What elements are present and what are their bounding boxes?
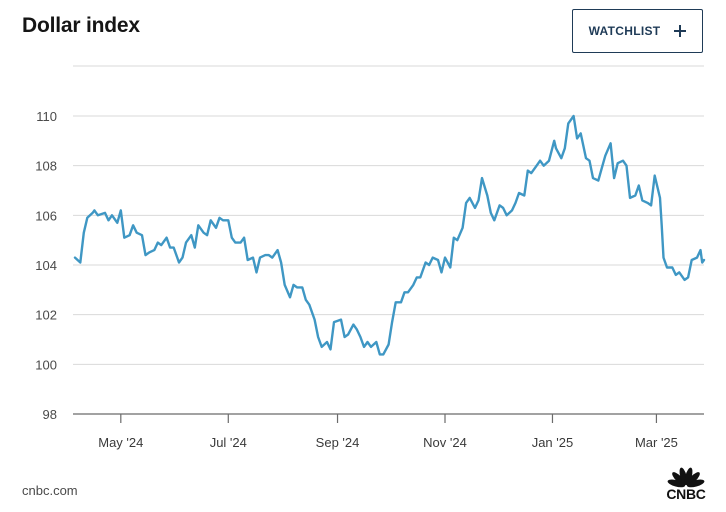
watchlist-label: WATCHLIST — [588, 24, 661, 38]
y-tick-label: 108 — [35, 159, 57, 174]
x-tick-label: May '24 — [98, 435, 143, 450]
cnbc-logo-text: CNBC — [666, 486, 706, 502]
source-label: cnbc.com — [22, 483, 78, 498]
x-tick-label: Jan '25 — [532, 435, 574, 450]
x-tick-label: Mar '25 — [635, 435, 678, 450]
peacock-icon — [667, 467, 705, 488]
y-tick-label: 100 — [35, 357, 57, 372]
y-tick-label: 98 — [43, 407, 57, 422]
y-tick-label: 106 — [35, 208, 57, 223]
watchlist-button[interactable]: WATCHLIST — [572, 9, 703, 53]
series-line — [73, 114, 706, 356]
page-title: Dollar index — [22, 14, 140, 37]
plus-icon — [674, 25, 687, 37]
x-tick-label: Sep '24 — [316, 435, 360, 450]
y-tick-label: 110 — [36, 109, 57, 124]
cnbc-logo: CNBC — [662, 462, 710, 502]
x-tick-label: Nov '24 — [423, 435, 467, 450]
y-tick-label: 102 — [35, 308, 57, 323]
x-tick-label: Jul '24 — [210, 435, 247, 450]
y-tick-label: 104 — [35, 258, 57, 273]
